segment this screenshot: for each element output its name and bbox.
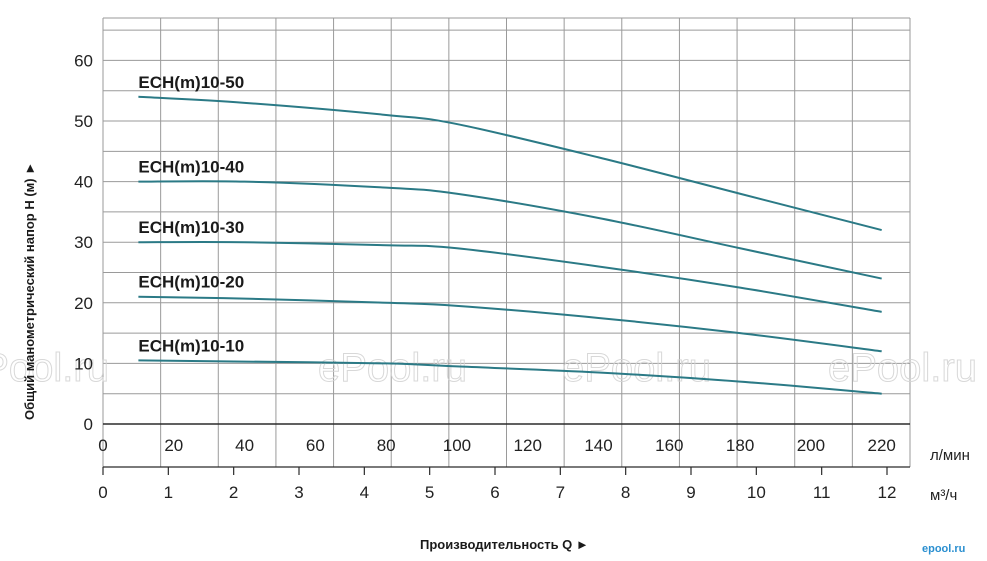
watermark-text: ePool.ru (562, 346, 711, 390)
brand-logo-text: epool.ru (922, 543, 965, 555)
y-tick-label: 20 (74, 294, 93, 313)
x-bottom-tick-label: 9 (686, 483, 695, 502)
y-tick-labels: 0 10 20 30 40 50 60 (74, 51, 93, 434)
y-tick-label: 10 (74, 354, 93, 373)
x-top-tick-label: 80 (377, 436, 396, 455)
x-bottom-tick-labels: 0 1 2 3 4 5 6 7 8 9 10 11 12 (98, 467, 896, 502)
x-top-tick-label: 40 (235, 436, 254, 455)
series-label: ECH(m)10-50 (138, 73, 244, 92)
x-top-unit: л/мин (930, 447, 970, 464)
x-top-tick-label: 200 (797, 436, 825, 455)
y-axis-title: Общий манометрический напор H (м) ► (22, 162, 37, 420)
series-label: ECH(m)10-10 (138, 336, 244, 355)
y-tick-label: 0 (84, 415, 93, 434)
series-line (138, 95, 882, 232)
x-bottom-tick-label: 3 (294, 483, 303, 502)
x-top-tick-labels: 0 20 40 60 80 100 120 140 160 180 200 220 (98, 436, 896, 455)
x-top-tick-label: 20 (164, 436, 183, 455)
series-label: ECH(m)10-30 (138, 218, 244, 237)
x-bottom-unit: м³/ч (930, 487, 957, 504)
x-axis-title: Производительность Q ► (420, 537, 589, 552)
x-top-tick-label: 160 (655, 436, 683, 455)
watermark-text: ePool.ru (318, 346, 467, 390)
y-tick-label: 30 (74, 233, 93, 252)
y-tick-label: 40 (74, 173, 93, 192)
grid (102, 17, 911, 468)
x-bottom-tick-label: 4 (360, 483, 369, 502)
series-line (138, 295, 882, 353)
x-top-tick-label: 180 (726, 436, 754, 455)
x-top-tick-label: 220 (867, 436, 895, 455)
x-bottom-tick-label: 2 (229, 483, 238, 502)
x-bottom-tick-label: 7 (556, 483, 565, 502)
watermark-text: ePool.ru (828, 346, 977, 390)
x-bottom-tick-label: 5 (425, 483, 434, 502)
series-group: ECH(m)10-50 ECH(m)10-40 ECH(m)10-30 ECH(m)1… (138, 73, 882, 395)
series-line (138, 180, 882, 280)
x-top-tick-label: 0 (98, 436, 107, 455)
watermark-text: ePool.ru (0, 346, 109, 390)
x-top-tick-label: 100 (443, 436, 471, 455)
x-bottom-tick-label: 0 (98, 483, 107, 502)
x-top-tick-label: 120 (514, 436, 542, 455)
x-top-tick-label: 60 (306, 436, 325, 455)
series-label: ECH(m)10-20 (138, 273, 244, 292)
watermarks: ePool.ru ePool.ru ePool.ru ePool.ru (0, 346, 977, 391)
x-bottom-tick-label: 8 (621, 483, 630, 502)
x-top-tick-label: 140 (584, 436, 612, 455)
series-line (138, 359, 882, 395)
x-bottom-tick-label: 11 (813, 483, 831, 502)
x-bottom-tick-label: 1 (164, 483, 173, 502)
y-tick-label: 50 (74, 112, 93, 131)
series-line (138, 240, 882, 313)
series-label: ECH(m)10-40 (138, 158, 244, 177)
x-bottom-tick-label: 6 (490, 483, 499, 502)
x-bottom-tick-label: 12 (878, 483, 897, 502)
y-tick-label: 60 (74, 51, 93, 70)
x-bottom-tick-label: 10 (747, 483, 766, 502)
